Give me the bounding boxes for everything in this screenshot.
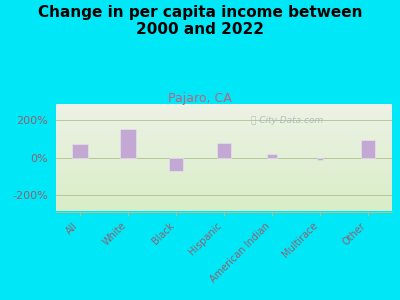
Text: Change in per capita income between
2000 and 2022: Change in per capita income between 2000… <box>38 4 362 37</box>
Bar <box>361 140 375 158</box>
Bar <box>267 154 277 158</box>
Bar <box>217 142 231 158</box>
Bar <box>317 158 323 160</box>
Text: ⓘ City-Data.com: ⓘ City-Data.com <box>251 116 323 125</box>
Bar <box>72 143 88 158</box>
Text: Pajaro, CA: Pajaro, CA <box>168 92 232 104</box>
Bar <box>120 129 136 158</box>
Bar <box>169 158 183 172</box>
